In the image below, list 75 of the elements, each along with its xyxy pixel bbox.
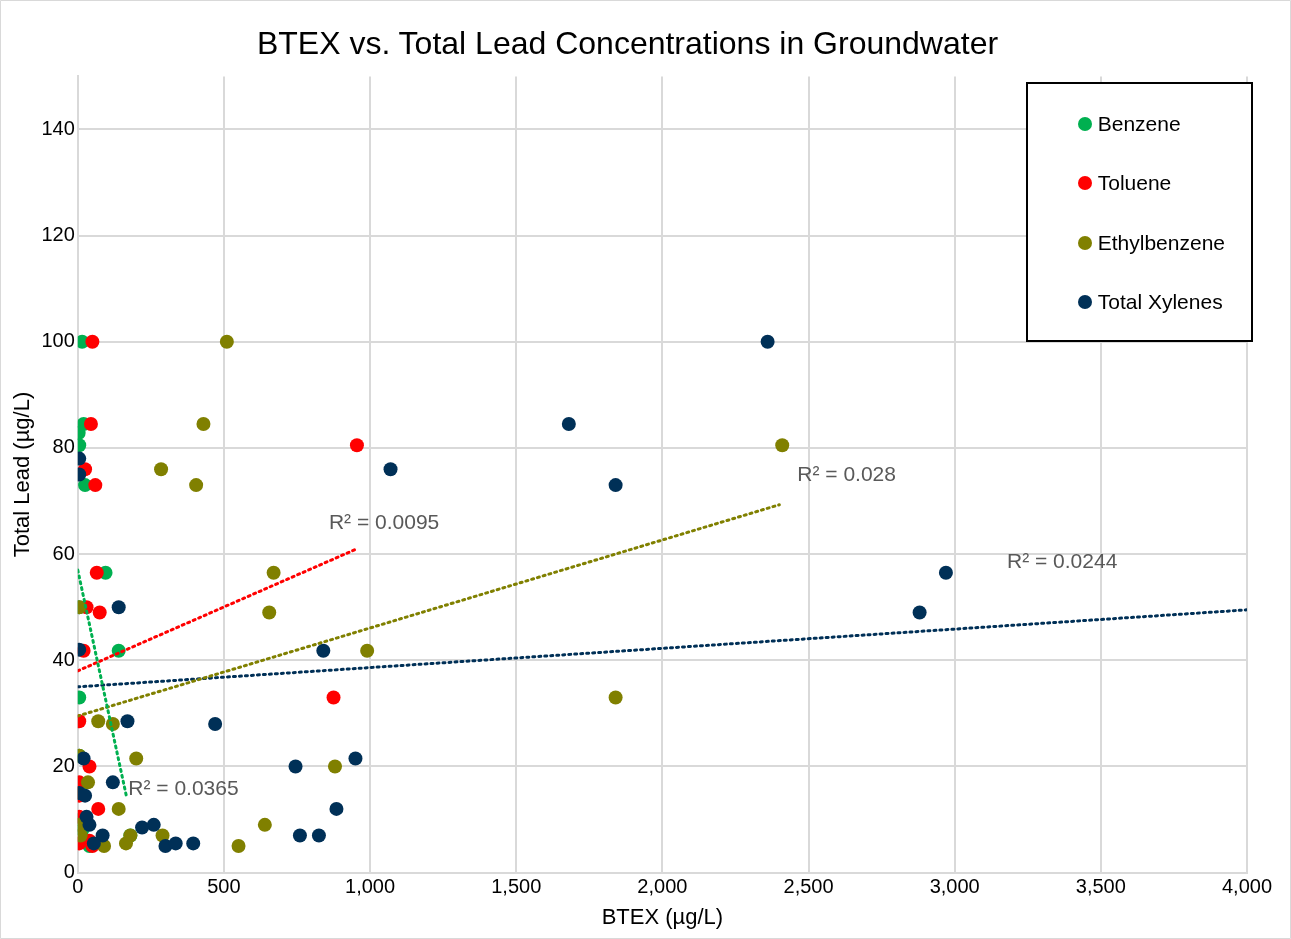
point xyxy=(288,759,303,774)
point xyxy=(120,714,135,729)
x-tick-label: 2,500 xyxy=(783,875,834,898)
x-tick-label: 3,000 xyxy=(929,875,980,898)
point xyxy=(329,801,344,816)
point xyxy=(231,839,246,854)
point xyxy=(219,334,234,349)
point xyxy=(316,643,331,658)
chart-title: BTEX vs. Total Lead Concentrations in Groundwater xyxy=(256,25,999,62)
point xyxy=(89,565,104,580)
point xyxy=(146,817,161,832)
point xyxy=(91,714,106,729)
point xyxy=(775,438,790,453)
point xyxy=(257,817,272,832)
point xyxy=(208,716,223,731)
point xyxy=(196,417,211,432)
y-tick-label: 100 xyxy=(41,329,75,352)
legend-label: Total Xylenes xyxy=(1097,290,1223,315)
point xyxy=(78,788,93,803)
point xyxy=(262,605,277,620)
y-tick-label: 60 xyxy=(52,541,75,564)
y-tick-label: 80 xyxy=(52,435,75,458)
point xyxy=(292,828,307,843)
point xyxy=(91,801,106,816)
point xyxy=(154,462,169,477)
annotation: R² = 0.0365 xyxy=(128,776,239,800)
annotation: R² = 0.028 xyxy=(797,461,896,485)
point xyxy=(168,836,183,851)
point xyxy=(105,775,120,790)
point xyxy=(85,334,100,349)
point xyxy=(135,820,150,835)
point xyxy=(348,751,363,766)
point xyxy=(912,605,927,620)
point xyxy=(608,478,623,493)
point xyxy=(311,828,326,843)
point xyxy=(111,600,126,615)
x-tick-label: 1,000 xyxy=(345,875,396,898)
point xyxy=(938,565,953,580)
point xyxy=(328,759,342,774)
point xyxy=(186,836,201,851)
legend-label: Toluene xyxy=(1097,171,1172,196)
point xyxy=(82,817,97,832)
point xyxy=(81,775,95,790)
point xyxy=(95,828,110,843)
annotation: R² = 0.0244 xyxy=(1007,548,1118,572)
x-axis-title: BTEX (µg/L) xyxy=(601,903,724,929)
point xyxy=(119,836,133,851)
legend-label: Benzene xyxy=(1097,111,1181,136)
point xyxy=(83,417,98,432)
x-tick-label: 3,500 xyxy=(1075,875,1126,898)
y-tick-label: 120 xyxy=(41,223,75,246)
point xyxy=(383,462,398,477)
x-tick-label: 2,000 xyxy=(637,875,688,898)
y-tick-label: 140 xyxy=(41,117,75,139)
point xyxy=(349,438,364,453)
x-tick-label: 1,500 xyxy=(491,875,542,898)
y-axis-title: Total Lead (µg/L) xyxy=(9,391,35,558)
point xyxy=(111,801,126,816)
legend-label: Ethylbenzene xyxy=(1097,230,1225,255)
point xyxy=(561,417,576,432)
point xyxy=(266,565,281,580)
y-tick-label: 40 xyxy=(52,647,75,670)
point xyxy=(608,690,623,705)
point xyxy=(88,478,103,493)
point xyxy=(92,605,107,620)
point xyxy=(77,751,91,766)
point xyxy=(760,334,775,349)
y-tick-label: 20 xyxy=(52,753,75,776)
point xyxy=(189,478,204,493)
x-tick-label: 4,000 xyxy=(1221,875,1273,898)
point xyxy=(360,643,375,658)
point xyxy=(326,690,341,705)
annotation: R² = 0.0095 xyxy=(328,509,440,533)
point xyxy=(129,751,144,766)
x-tick-label: 500 xyxy=(207,875,241,898)
